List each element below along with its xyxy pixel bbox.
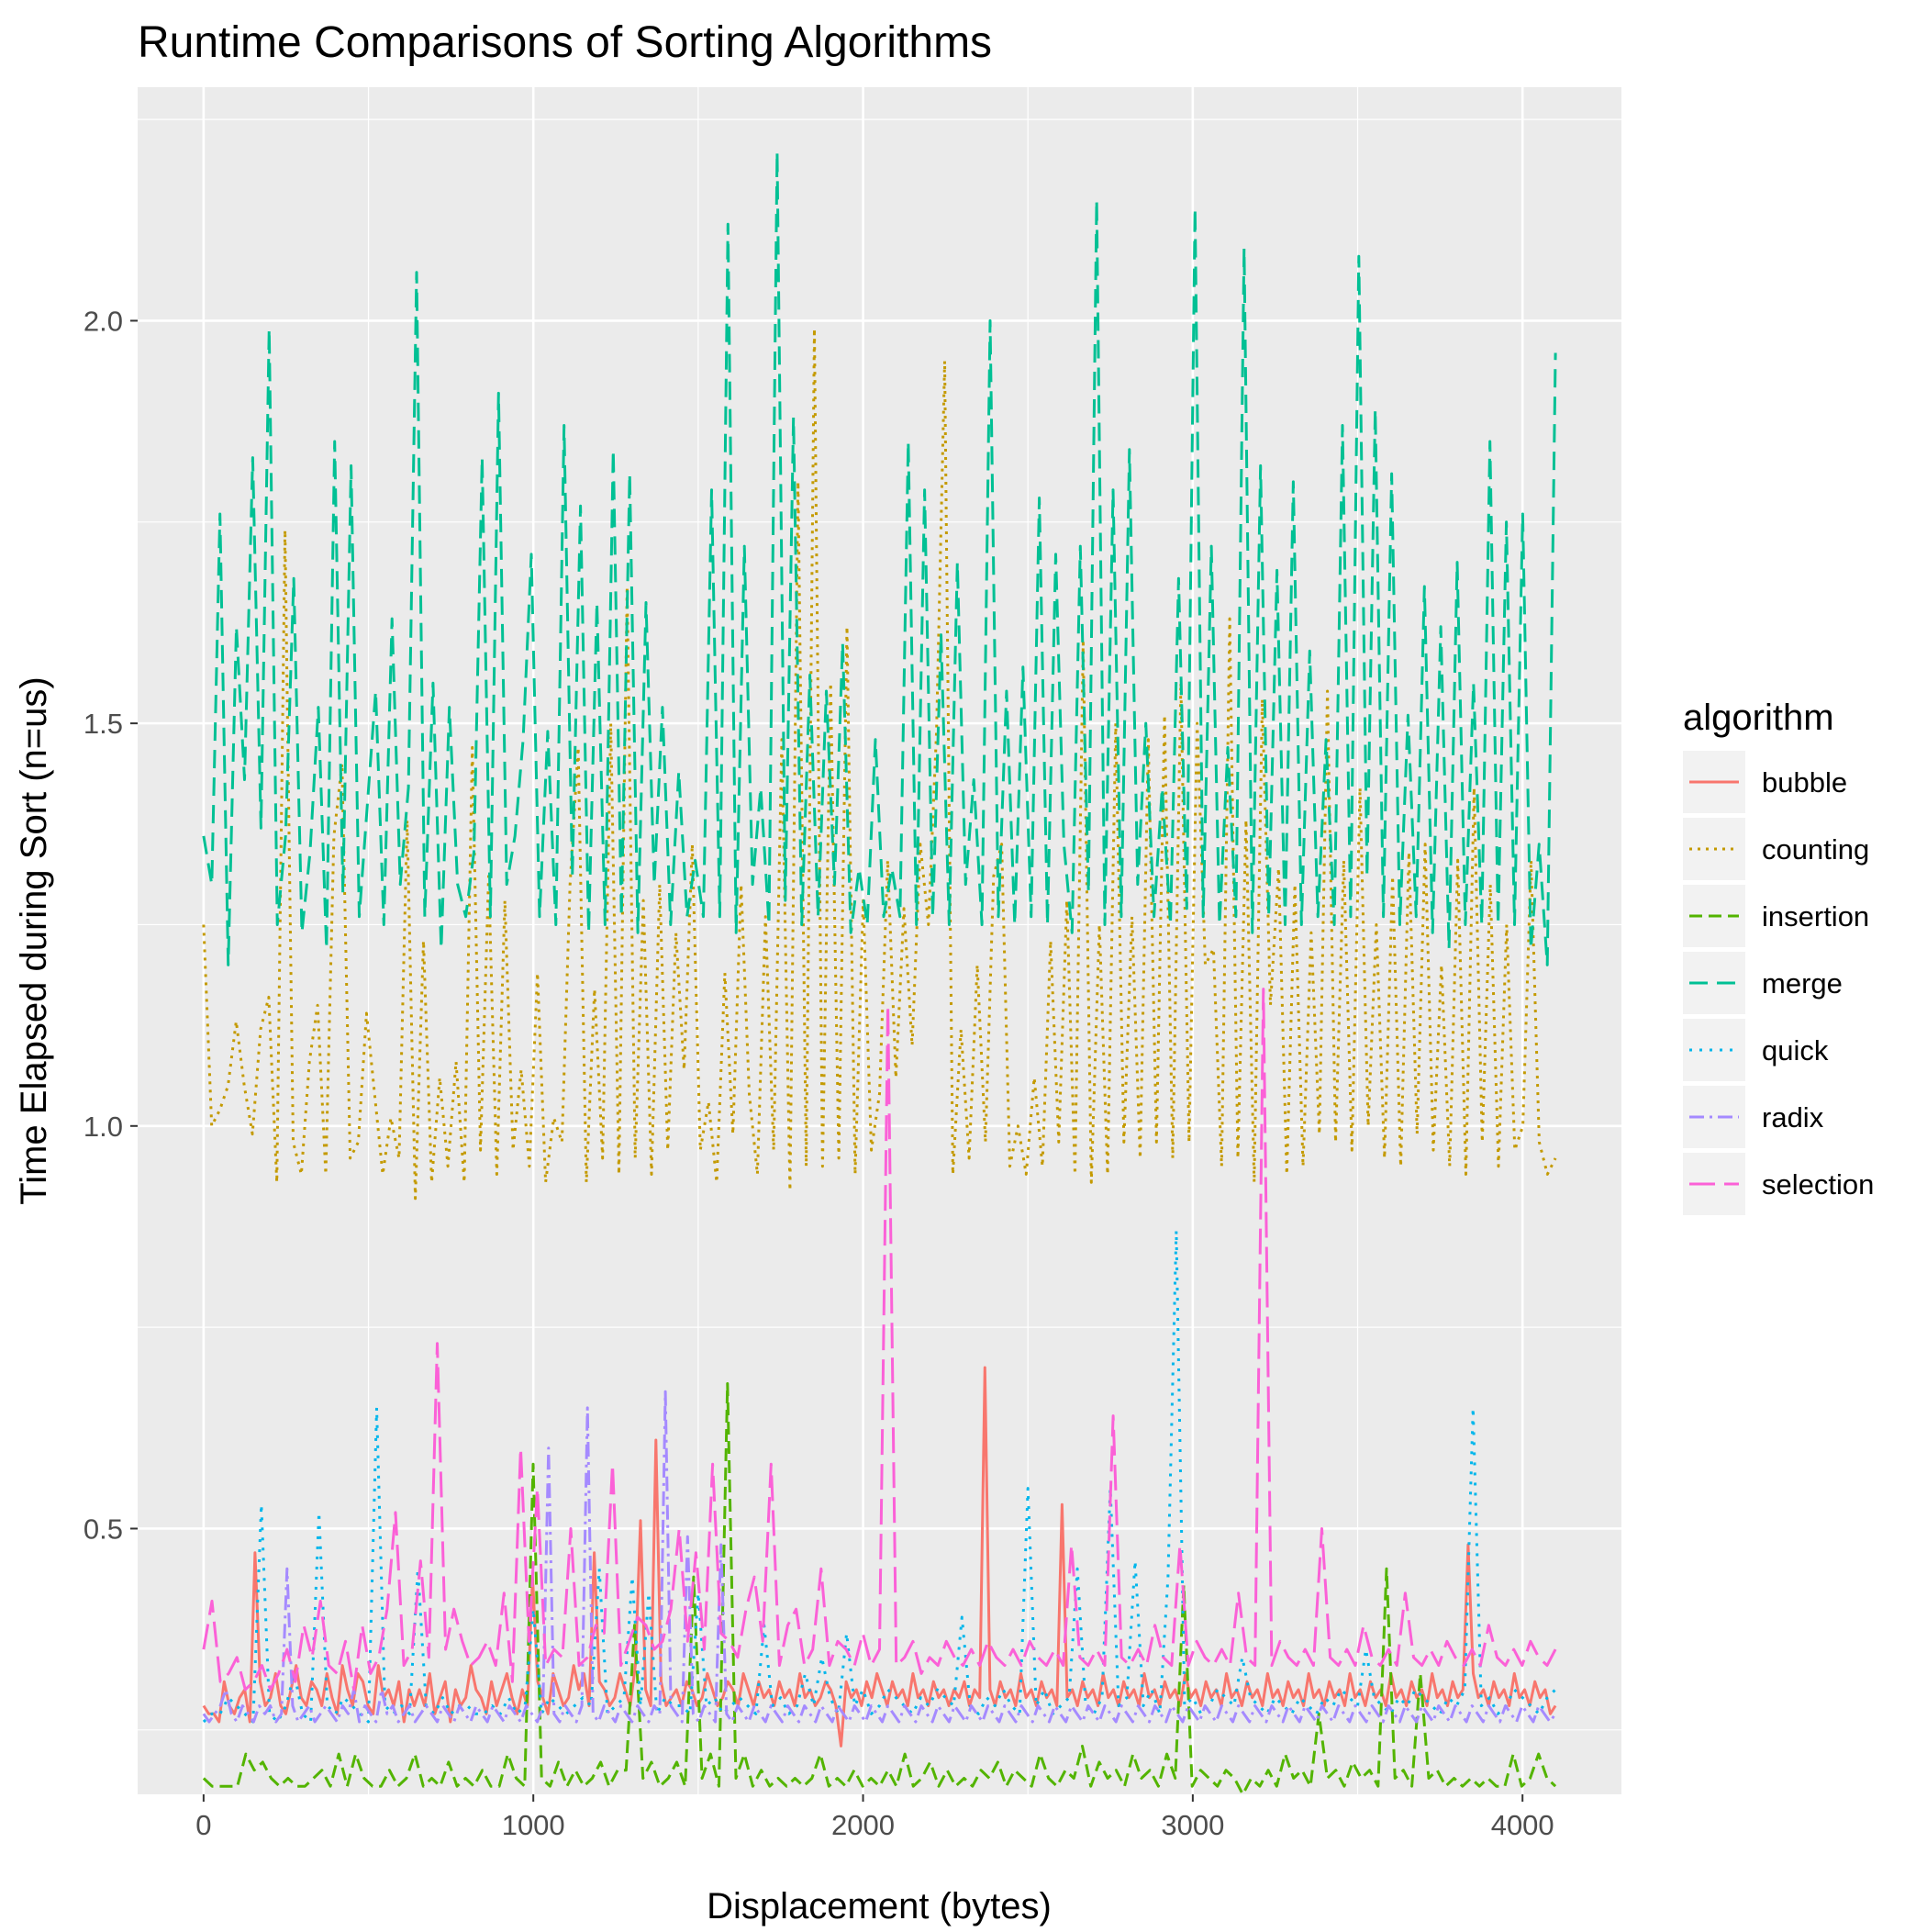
x-tick-label: 1000 [502,1809,565,1841]
grid-major [138,87,1621,1794]
series-line-quick [202,1229,1557,1724]
legend-item-bubble: bubble [1683,751,1847,813]
series-line-radix [202,1390,1557,1724]
legend-label: counting [1762,833,1869,865]
legend-item-counting: counting [1683,818,1869,880]
series-line-bubble [202,1366,1557,1748]
legend-item-merge: merge [1683,952,1843,1014]
legend-key-background [1683,1019,1745,1081]
legend-label: insertion [1762,900,1869,932]
x-tick-label: 2000 [831,1809,895,1841]
legend-label: bubble [1762,766,1847,798]
x-axis-title: Displacement (bytes) [707,1886,1052,1926]
legend-label: quick [1762,1034,1829,1067]
chart-title: Runtime Comparisons of Sorting Algorithm… [138,18,992,67]
x-axis: 0 1000 2000 3000 4000 [195,1794,1554,1841]
y-axis: 0.5 1.0 1.5 2.0 [84,305,138,1545]
legend-item-insertion: insertion [1683,885,1869,947]
legend-item-quick: quick [1683,1019,1829,1081]
x-tick-label: 3000 [1161,1809,1224,1841]
series-line-counting [202,327,1557,1201]
x-tick-label: 0 [195,1809,211,1841]
legend-items: bubble counting insertion merge quick radix se… [1683,751,1874,1215]
legend-label: radix [1762,1101,1824,1134]
legend-label: merge [1762,967,1843,1000]
legend: algorithm bubble counting insertion merge qu… [1683,698,1874,1215]
y-axis-title: Time Elapsed during Sort (n=us) [14,676,54,1204]
y-tick-label: 1.0 [84,1111,123,1143]
legend-label: selection [1762,1168,1874,1201]
legend-item-selection: selection [1683,1153,1874,1215]
series-line-selection [202,988,1557,1692]
legend-item-radix: radix [1683,1086,1824,1148]
series-line-insertion [202,1382,1557,1796]
y-tick-label: 1.5 [84,708,123,740]
x-tick-label: 4000 [1491,1809,1554,1841]
y-tick-label: 0.5 [84,1513,123,1545]
legend-title: algorithm [1683,698,1834,738]
series-layer [202,150,1557,1796]
y-tick-label: 2.0 [84,305,123,337]
plot-background [138,87,1621,1794]
